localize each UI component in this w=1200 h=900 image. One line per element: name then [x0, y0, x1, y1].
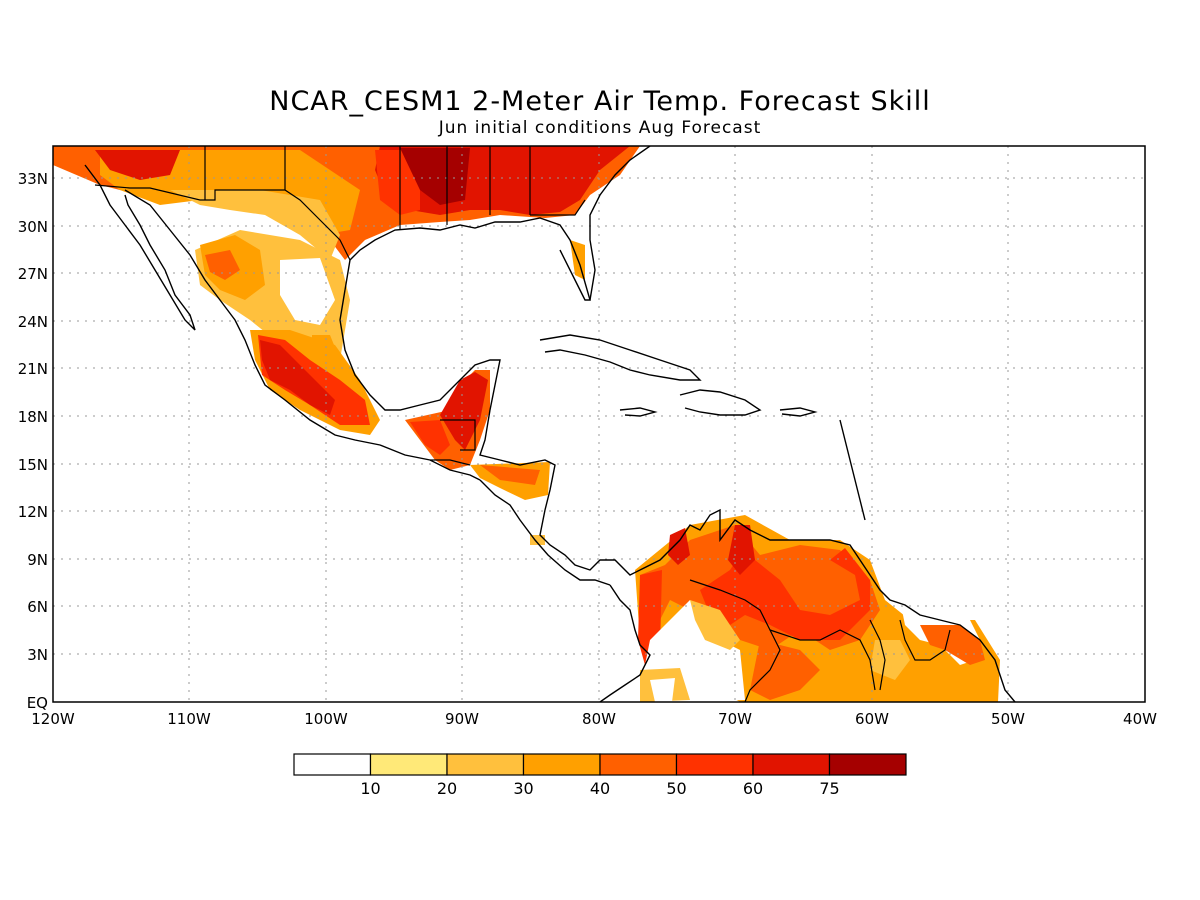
lon-label: 110W	[167, 710, 211, 728]
coastlines	[84, 146, 1016, 702]
legend-label: 30	[513, 779, 533, 798]
legend-label: 60	[743, 779, 763, 798]
borders	[94, 146, 951, 702]
lat-label: 24N	[18, 313, 48, 331]
graticule	[53, 146, 1145, 702]
lon-label: 40W	[1123, 710, 1157, 728]
lon-labels: 120W 110W 100W 90W 80W 70W 60W 50W 40W	[31, 710, 1157, 728]
legend-label: 20	[437, 779, 457, 798]
map-subtitle: Jun initial conditions Aug Forecast	[438, 118, 762, 138]
lon-label: 120W	[31, 710, 75, 728]
lon-label: 60W	[855, 710, 889, 728]
lon-label: 100W	[304, 710, 348, 728]
legend-label: 10	[360, 779, 380, 798]
legend-swatch	[446, 753, 525, 776]
legend-swatch	[369, 753, 448, 776]
legend-swatch	[293, 753, 372, 776]
lon-label: 50W	[991, 710, 1025, 728]
lon-label: 80W	[582, 710, 616, 728]
lon-label: 90W	[445, 710, 479, 728]
legend-label: 50	[666, 779, 686, 798]
legend-swatch	[828, 753, 907, 776]
legend-label: 75	[819, 779, 839, 798]
lat-label: 3N	[27, 646, 48, 664]
lat-label: 6N	[27, 598, 48, 616]
lat-label: 30N	[18, 218, 48, 236]
lon-label: 70W	[718, 710, 752, 728]
lat-labels: 33N 30N 27N 24N 21N 18N 15N 12N 9N 6N 3N…	[18, 170, 48, 712]
lat-label: 9N	[27, 551, 48, 569]
map-title: NCAR_CESM1 2-Meter Air Temp. Forecast Sk…	[269, 86, 931, 117]
lat-label: 15N	[18, 456, 48, 474]
skill-shading	[53, 146, 1000, 702]
map-frame	[52, 145, 1146, 703]
legend-label: 40	[590, 779, 610, 798]
color-legend: 10 20 30 40 50 60 75	[293, 753, 907, 798]
lat-label: 27N	[18, 265, 48, 283]
lat-label: EQ	[27, 694, 48, 712]
lat-label: 12N	[18, 503, 48, 521]
legend-swatch	[522, 753, 601, 776]
legend-swatch	[599, 753, 678, 776]
lat-label: 18N	[18, 408, 48, 426]
legend-swatch	[752, 753, 831, 776]
lat-label: 33N	[18, 170, 48, 188]
lat-label: 21N	[18, 360, 48, 378]
legend-swatch	[675, 753, 754, 776]
